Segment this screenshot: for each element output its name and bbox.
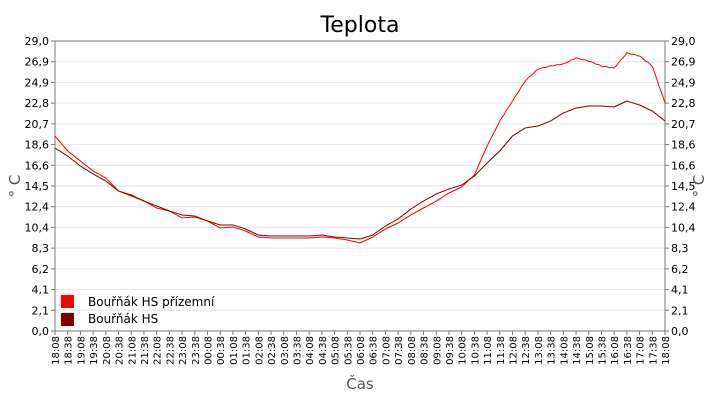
x-tick-label: 05:08: [331, 336, 342, 365]
y-tick-label: 29,0: [25, 35, 50, 48]
x-tick-label: 07:08: [381, 336, 392, 365]
x-tick-label: 08:38: [420, 336, 431, 365]
y-axis-title-right: ° C: [690, 175, 708, 198]
x-tick-label: 04:08: [305, 336, 316, 365]
x-tick-label: 12:08: [509, 336, 520, 365]
y-tick-label: 16,6: [25, 159, 50, 172]
x-tick-label: 11:08: [483, 336, 494, 365]
x-tick-label: 13:08: [534, 336, 545, 365]
x-tick-label: 14:08: [559, 336, 570, 365]
y-tick-label: 22,8: [25, 97, 50, 110]
y-tick-label: 2,1: [32, 304, 50, 317]
x-tick-label: 02:38: [267, 336, 278, 365]
x-tick-label: 02:08: [254, 336, 265, 365]
y-axis-left: 0,0 2,1 4,1 6,2 8,3 10,4 12,4 14,5 16,6 18,6 20,7 2…: [25, 35, 55, 338]
y-tick-label: 6,2: [671, 263, 689, 276]
x-tick-label: 09:08: [432, 336, 443, 365]
y-tick-label: 10,4: [671, 221, 696, 234]
series-line-bournak-hs: [54, 100, 666, 240]
y-tick-label: 12,4: [25, 201, 50, 214]
series-line-bournak-hs-prizemni: [54, 52, 666, 244]
y-tick-label: 14,5: [671, 180, 696, 193]
x-tick-label: 12:38: [521, 336, 532, 365]
y-tick-label: 4,1: [32, 284, 50, 297]
x-tick-label: 07:38: [394, 336, 405, 365]
y-tick-label: 22,8: [671, 97, 696, 110]
series-group: [54, 52, 666, 244]
x-tick-label: 14:38: [572, 336, 583, 365]
y-tick-label: 20,7: [25, 118, 50, 131]
y-tick-label: 16,6: [671, 159, 696, 172]
x-tick-label: 18:08: [51, 336, 62, 365]
y-tick-label: 18,6: [25, 139, 50, 152]
x-tick-label: 23:38: [191, 336, 202, 365]
legend-swatch-bournak-hs-prizemni: [61, 295, 74, 308]
x-tick-label: 06:08: [356, 336, 367, 365]
x-tick-label: 20:38: [115, 336, 126, 365]
y-tick-label: 0,0: [32, 325, 50, 338]
x-axis: 18:08 18:38 19:08 19:38 20:08 20:38 21:08 21:38…: [51, 331, 672, 365]
x-tick-label: 11:38: [496, 336, 507, 365]
y-tick-label: 14,5: [25, 180, 50, 193]
y-axis-right: 0,0 2,1 4,1 6,2 8,3 10,4 12,4 14,5 16,6 18,6 20,7 2…: [665, 35, 696, 338]
legend: Bouřňák HS přízemní Bouřňák HS: [61, 295, 215, 326]
y-tick-label: 8,3: [32, 242, 50, 255]
y-tick-label: 20,7: [671, 118, 696, 131]
x-tick-label: 15:08: [585, 336, 596, 365]
x-tick-label: 17:38: [648, 336, 659, 365]
legend-label-bournak-hs: Bouřňák HS: [88, 312, 158, 326]
y-axis-title-left: ° C: [6, 175, 24, 198]
y-tick-label: 12,4: [671, 201, 696, 214]
y-tick-label: 8,3: [671, 242, 689, 255]
x-tick-label: 16:38: [623, 336, 634, 365]
x-tick-label: 06:38: [369, 336, 380, 365]
chart-title: Teplota: [320, 13, 400, 38]
x-tick-label: 03:08: [280, 336, 291, 365]
y-tick-label: 29,0: [671, 35, 696, 48]
y-tick-label: 18,6: [671, 139, 696, 152]
x-tick-label: 19:08: [76, 336, 87, 365]
x-tick-label: 17:08: [636, 336, 647, 365]
x-tick-label: 21:38: [140, 336, 151, 365]
y-tick-label: 10,4: [25, 221, 50, 234]
x-tick-label: 20:08: [102, 336, 113, 365]
x-tick-label: 01:08: [229, 336, 240, 365]
x-axis-title: Čas: [346, 374, 374, 393]
y-tick-label: 26,9: [25, 56, 50, 69]
y-tick-label: 0,0: [671, 325, 689, 338]
x-tick-label: 00:08: [204, 336, 215, 365]
x-tick-label: 10:38: [470, 336, 481, 365]
y-tick-label: 26,9: [671, 56, 696, 69]
x-tick-label: 13:38: [547, 336, 558, 365]
x-tick-label: 21:08: [127, 336, 138, 365]
x-tick-label: 05:38: [343, 336, 354, 365]
x-tick-label: 09:38: [445, 336, 456, 365]
y-tick-label: 24,9: [671, 76, 696, 89]
x-tick-label: 23:08: [178, 336, 189, 365]
x-tick-label: 22:08: [153, 336, 164, 365]
x-tick-label: 22:38: [165, 336, 176, 365]
x-tick-label: 18:08: [661, 336, 672, 365]
x-tick-label: 15:38: [597, 336, 608, 365]
x-tick-label: 08:08: [407, 336, 418, 365]
x-tick-label: 19:38: [89, 336, 100, 365]
y-tick-label: 6,2: [32, 263, 50, 276]
legend-label-bournak-hs-prizemni: Bouřňák HS přízemní: [88, 295, 215, 309]
y-tick-label: 2,1: [671, 304, 689, 317]
x-tick-label: 10:08: [458, 336, 469, 365]
x-tick-label: 01:38: [242, 336, 253, 365]
y-tick-label: 24,9: [25, 76, 50, 89]
legend-swatch-bournak-hs: [61, 313, 74, 326]
x-tick-label: 16:08: [610, 336, 621, 365]
x-tick-label: 03:38: [292, 336, 303, 365]
x-tick-label: 18:38: [64, 336, 75, 365]
y-tick-label: 4,1: [671, 284, 689, 297]
grid: [55, 61, 665, 311]
x-tick-label: 04:38: [318, 336, 329, 365]
x-tick-label: 00:38: [216, 336, 227, 365]
